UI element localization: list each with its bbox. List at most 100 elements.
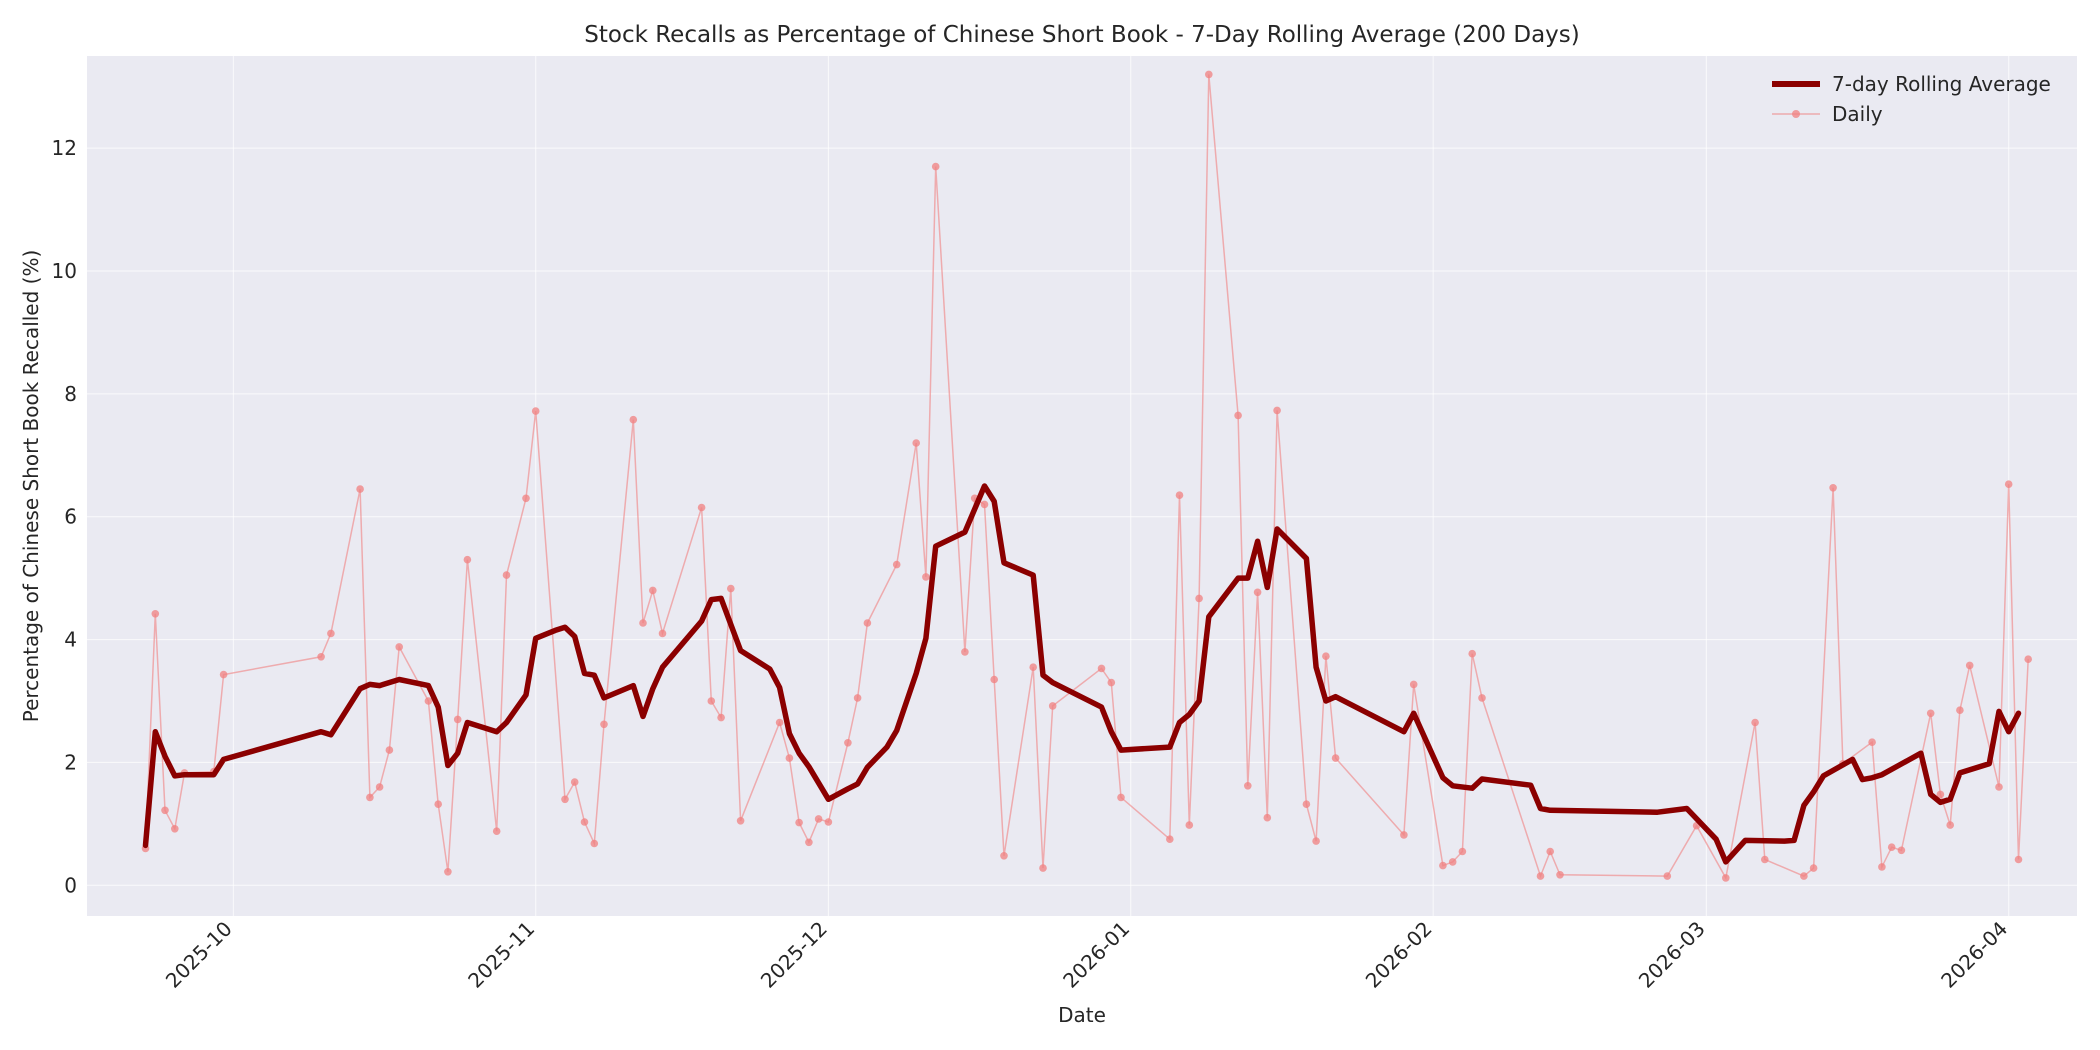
daily-point [327,629,335,638]
daily-point [453,715,462,724]
daily-point [590,839,599,848]
y-tick-label: 8 [64,382,77,406]
daily-point [1409,680,1418,689]
daily-point [795,818,803,827]
daily-point [1995,783,2003,791]
daily-point [1166,835,1174,843]
daily-point [1273,406,1281,415]
x-tick-label: 2025-10 [161,917,237,993]
daily-point [1458,847,1467,856]
daily-point [600,720,608,729]
daily-point [1965,661,1974,670]
daily-point [161,806,169,815]
x-tick-label: 2026-01 [1058,917,1134,993]
daily-point [219,670,228,679]
daily-point [1478,694,1486,702]
daily-point [717,713,725,722]
daily-point [961,648,969,656]
daily-point [463,555,472,564]
daily-point [492,827,501,835]
daily-point [522,494,530,503]
daily-point [824,818,833,826]
daily-point [736,817,745,825]
daily-point [1761,855,1769,864]
daily-point [424,697,433,705]
plot-area [87,56,2077,916]
daily-point [1536,872,1545,880]
rolling-average-line [142,483,2022,865]
daily-point [922,573,930,581]
y-tick-label: 12 [52,136,77,160]
y-tick-label: 2 [64,750,77,774]
legend-daily-marker [1792,110,1800,118]
daily-point [1175,491,1184,500]
daily-point [1234,411,1242,420]
daily-point [1878,863,1886,871]
daily-point [1244,782,1252,790]
daily-point [395,643,404,651]
daily-point [912,439,920,447]
daily-point [1322,652,1330,660]
daily-point [502,571,511,579]
daily-point [639,619,647,627]
x-tick-label: 2026-02 [1361,917,1437,993]
y-tick-label: 6 [64,505,77,529]
daily-point [1722,874,1730,882]
daily-point [1829,484,1837,492]
daily-point [658,629,667,638]
daily-point [892,560,901,569]
daily-point [1253,588,1262,597]
rolling-average-series [142,483,2022,865]
daily-point [375,783,384,791]
daily-point [1546,847,1554,856]
daily-point [1439,861,1447,870]
daily-point [1751,718,1759,727]
daily-point [1809,864,1818,872]
daily-point [2004,480,2013,489]
daily-point [727,584,735,593]
x-axis-label: Date [1058,1003,1106,1027]
x-tick-label: 2025-12 [756,917,832,993]
daily-point [980,500,989,509]
y-tick-label: 10 [52,259,77,283]
daily-point [2024,655,2032,663]
daily-point [2014,855,2023,864]
daily-point [151,610,160,618]
legend-rolling-label: 7-day Rolling Average [1832,72,2051,96]
daily-point [1946,821,1954,829]
daily-point [1107,678,1116,687]
daily-point [853,694,862,702]
daily-point [570,778,579,786]
daily-point [805,838,813,847]
x-tick-label: 2025-11 [463,917,539,993]
daily-point [1868,738,1876,746]
daily-point [580,818,589,826]
daily-point [317,653,325,661]
daily-point [707,697,716,705]
daily-point [844,739,852,747]
daily-point [1117,793,1125,802]
legend-daily-label: Daily [1832,102,1883,126]
daily-point [171,825,179,833]
daily-point [1331,754,1340,762]
chart-title: Stock Recalls as Percentage of Chinese S… [584,22,1580,48]
daily-point [1000,852,1008,860]
daily-point [366,793,374,802]
daily-point [385,746,394,754]
daily-point [444,868,452,876]
daily-point [1039,864,1047,872]
daily-point [1205,70,1213,79]
daily-point [863,619,872,627]
daily-point [990,675,998,684]
daily-point [1556,871,1564,879]
daily-point [814,815,823,823]
daily-point [1029,663,1037,671]
daily-point [1302,800,1311,808]
daily-point [1185,821,1194,829]
y-axis-label: Percentage of Chinese Short Book Recalle… [19,250,43,723]
daily-point [434,800,443,808]
y-tick-label: 0 [64,873,77,897]
legend: 7-day Rolling Average Daily [1772,72,2051,126]
daily-point [561,795,569,804]
